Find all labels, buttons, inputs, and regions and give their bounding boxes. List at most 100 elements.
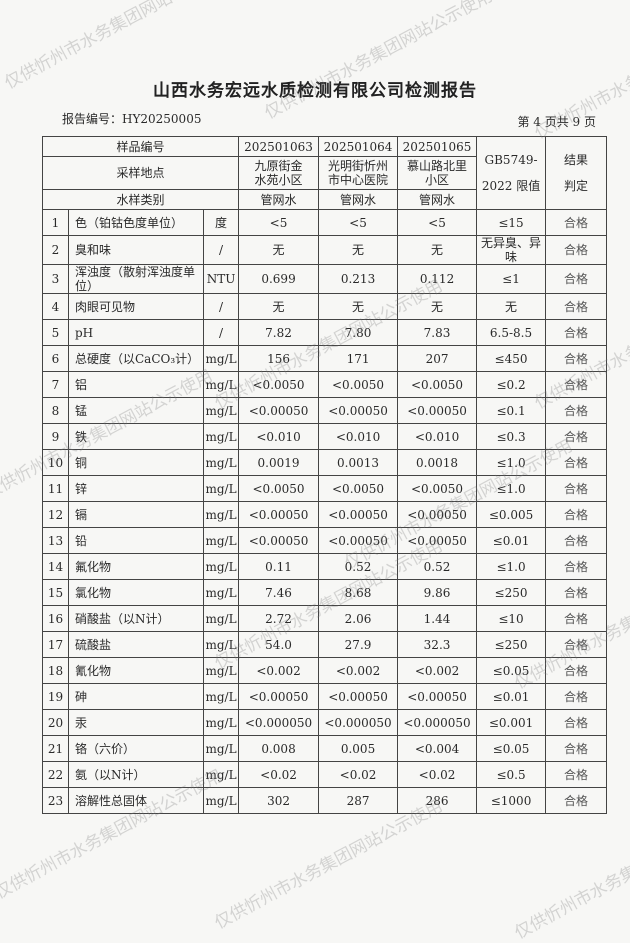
- limit-value: ≤0.5: [476, 761, 547, 788]
- report-title: 山西水务宏远水质检测有限公司检测报告: [153, 81, 477, 101]
- value-sample-2: 0.213: [318, 264, 399, 294]
- value-sample-1: 302: [238, 787, 320, 814]
- item-number: 20: [42, 709, 69, 736]
- item-name: 铝: [68, 371, 204, 398]
- table-row: 4 肉眼可见物 / 无无无无合格: [42, 293, 608, 320]
- table-row: 22 氨（以N计） mg/L <0.02 <0.02 <0.02 ≤0.5 合格: [42, 761, 608, 788]
- table-row: 5 pH/7.82 7.80 7.83 6.5-8.5 合格: [42, 319, 608, 346]
- limit-value: ≤0.1: [476, 397, 547, 424]
- sample-no-row: 样品编号 202501063 202501064 202501065 GB574…: [41, 136, 608, 210]
- table-row: 23 溶解性总固体 mg/L 302 287 286 ≤1000 合格: [42, 787, 608, 814]
- result: 合格: [545, 709, 608, 736]
- table-row: 12 镉 mg/L <0.00050 <0.00050 <0.00050 ≤0.005 合格: [42, 501, 608, 528]
- item-name: 溶解性总固体: [68, 787, 204, 814]
- value-sample-1: 156: [238, 345, 320, 372]
- type-3: 管网水: [397, 189, 478, 210]
- table-row: 6 总硬度（以CaCO₃计） mg/L 156 171 207 ≤450 合格: [42, 345, 608, 372]
- limit-value: ≤250: [476, 579, 547, 606]
- item-name: 砷: [68, 683, 204, 710]
- result-header: 结果判定: [545, 136, 608, 210]
- item-name: 锰: [68, 397, 204, 424]
- value-sample-3: 207: [397, 345, 478, 372]
- value-sample-1: 54.0: [238, 631, 320, 658]
- limit-value: ≤1.0: [476, 553, 547, 580]
- location-label: 采样地点: [41, 156, 240, 190]
- type-row: 水样类别 管网水 管网水 管网水: [41, 189, 607, 210]
- item-unit: mg/L: [202, 787, 240, 814]
- limit-value: ≤15: [476, 209, 547, 236]
- table-row: 11 锌 mg/L <0.0050 <0.0050 <0.0050 ≤1.0 合格: [42, 475, 608, 502]
- limit-value: ≤250: [476, 631, 547, 658]
- item-number: 23: [42, 787, 69, 814]
- item-name: 氯化物: [68, 579, 204, 606]
- result: 合格: [545, 579, 608, 606]
- limit-value: ≤0.01: [476, 527, 547, 554]
- result: 合格: [545, 553, 608, 580]
- table-row: 13 铅 mg/L <0.00050 <0.00050 <0.00050 ≤0.01 合格: [42, 527, 608, 554]
- value-sample-3: 无: [397, 235, 478, 265]
- value-sample-1: <0.00050: [238, 501, 320, 528]
- value-sample-2: <0.0050: [318, 475, 399, 502]
- limit-value: ≤0.2: [476, 371, 547, 398]
- item-number: 21: [42, 735, 69, 762]
- value-sample-1: <0.02: [238, 761, 320, 788]
- limit-value: ≤1.0: [476, 449, 547, 476]
- item-name: 臭和味: [68, 235, 204, 265]
- value-sample-3: 0.112: [397, 264, 478, 294]
- item-name: 铅: [68, 527, 204, 554]
- value-sample-1: <0.00050: [238, 397, 320, 424]
- item-number: 13: [42, 527, 69, 554]
- item-number: 11: [42, 475, 69, 502]
- value-sample-2: 8.68: [318, 579, 399, 606]
- value-sample-1: 7.46: [238, 579, 320, 606]
- value-sample-2: <0.010: [318, 423, 399, 450]
- value-sample-2: 无: [318, 235, 399, 265]
- result: 合格: [545, 293, 608, 320]
- item-name: 氟化物: [68, 553, 204, 580]
- limit-value: ≤0.05: [476, 657, 547, 684]
- test-results-table: 样品编号 202501063 202501064 202501065 GB574…: [41, 136, 608, 814]
- item-unit: mg/L: [202, 527, 240, 554]
- value-sample-2: 27.9: [318, 631, 399, 658]
- value-sample-3: 7.83: [397, 319, 478, 346]
- value-sample-3: 0.0018: [397, 449, 478, 476]
- value-sample-1: 无: [238, 235, 320, 265]
- item-unit: mg/L: [202, 423, 240, 450]
- value-sample-3: <0.000050: [397, 709, 478, 736]
- value-sample-3: 0.52: [397, 553, 478, 580]
- item-unit: /: [202, 235, 240, 265]
- value-sample-2: <0.00050: [318, 397, 399, 424]
- result: 合格: [545, 761, 608, 788]
- item-unit: mg/L: [202, 553, 240, 580]
- item-unit: mg/L: [202, 501, 240, 528]
- value-sample-2: <0.000050: [318, 709, 399, 736]
- item-name: 锌: [68, 475, 204, 502]
- value-sample-3: <0.00050: [397, 397, 478, 424]
- limit-value: ≤0.005: [476, 501, 547, 528]
- item-unit: mg/L: [202, 345, 240, 372]
- item-unit: NTU: [202, 264, 240, 294]
- limit-value: 6.5-8.5: [476, 319, 547, 346]
- result: 合格: [545, 264, 608, 294]
- limit-value: ≤1: [476, 264, 547, 294]
- value-sample-1: <0.010: [238, 423, 320, 450]
- item-name: 总硬度（以CaCO₃计）: [68, 345, 204, 372]
- type-2: 管网水: [318, 189, 399, 210]
- sample-no-3: 202501065: [397, 136, 478, 157]
- location-3: 慕山路北里小区: [397, 156, 478, 190]
- value-sample-3: 1.44: [397, 605, 478, 632]
- item-number: 14: [42, 553, 69, 580]
- item-name: 氰化物: [68, 657, 204, 684]
- table-row: 16 硝酸盐（以N计） mg/L 2.72 2.06 1.44 ≤10 合格: [42, 605, 608, 632]
- limit-header: GB5749-2022 限值: [476, 136, 547, 210]
- item-number: 1: [42, 209, 69, 236]
- table-row: 7 铝 mg/L <0.0050 <0.0050 <0.0050 ≤0.2 合格: [42, 371, 608, 398]
- value-sample-2: 2.06: [318, 605, 399, 632]
- value-sample-1: 无: [238, 293, 320, 320]
- value-sample-1: <0.000050: [238, 709, 320, 736]
- item-name: 肉眼可见物: [68, 293, 204, 320]
- value-sample-3: <0.010: [397, 423, 478, 450]
- value-sample-2: 0.005: [318, 735, 399, 762]
- value-sample-2: <0.002: [318, 657, 399, 684]
- value-sample-2: <0.00050: [318, 527, 399, 554]
